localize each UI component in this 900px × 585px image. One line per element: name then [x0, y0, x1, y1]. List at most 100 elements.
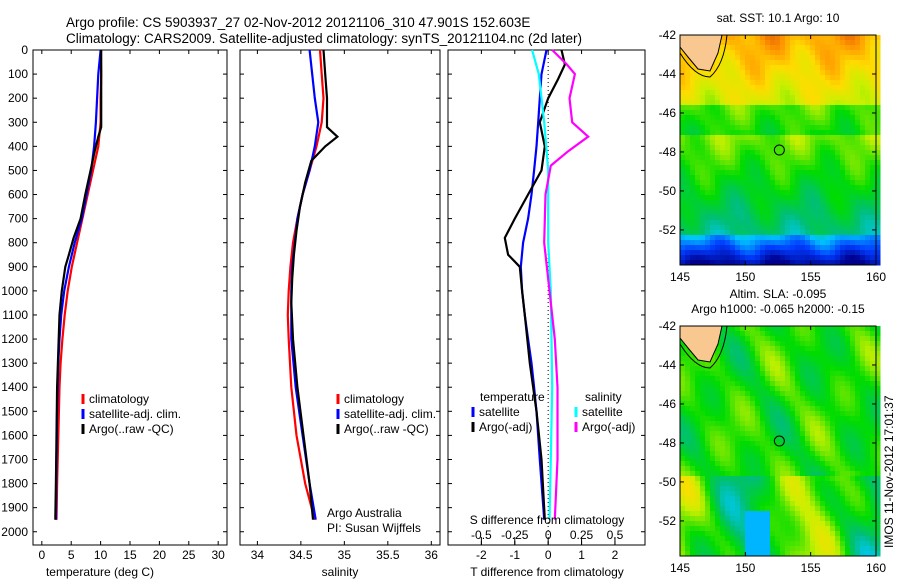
map-cell	[840, 260, 846, 266]
map-cell	[815, 456, 821, 462]
map-cell	[785, 85, 791, 91]
map-cell	[830, 170, 836, 176]
map-cell	[705, 551, 711, 557]
map-cell	[695, 260, 701, 266]
map-cell	[830, 125, 836, 131]
map-cell	[865, 541, 871, 547]
map-cell	[775, 431, 781, 437]
map-cell	[680, 396, 686, 402]
map-cell	[720, 50, 726, 56]
map-cell	[810, 255, 816, 261]
map-cell	[765, 531, 771, 537]
map-cell	[820, 551, 826, 557]
map-cell	[850, 70, 856, 76]
map-cell	[760, 205, 766, 211]
map-cell	[765, 376, 771, 382]
map-cell	[685, 160, 691, 166]
map-cell	[730, 185, 736, 191]
map-cell	[775, 511, 781, 517]
map-cell	[870, 361, 876, 367]
map-cell	[735, 75, 741, 81]
map-cell	[790, 466, 796, 472]
map-cell	[835, 35, 841, 41]
map-cell	[780, 431, 786, 437]
map-cell	[750, 476, 756, 482]
map-cell	[750, 546, 756, 552]
map-cell	[855, 185, 861, 191]
map-cell	[875, 220, 881, 226]
map-cell	[755, 145, 761, 151]
map-cell	[755, 506, 761, 512]
map-cell	[820, 95, 826, 101]
map-cell	[855, 416, 861, 422]
map-cell	[720, 431, 726, 437]
map-cell	[720, 496, 726, 502]
map-cell	[770, 95, 776, 101]
map-cell	[725, 546, 731, 552]
map-cell	[685, 351, 691, 357]
map-cell	[815, 175, 821, 181]
map-cell	[815, 55, 821, 61]
map-cell	[695, 175, 701, 181]
map-cell	[715, 185, 721, 191]
map-cell	[835, 466, 841, 472]
map-cell	[800, 250, 806, 256]
map-cell	[730, 160, 736, 166]
map-cell	[685, 391, 691, 397]
map-cell	[725, 195, 731, 201]
map-cell	[840, 446, 846, 452]
map-cell	[795, 446, 801, 452]
map-cell	[735, 446, 741, 452]
map-cell	[750, 411, 756, 417]
map-cell	[820, 225, 826, 231]
map-cell	[830, 130, 836, 136]
map-cell	[680, 521, 686, 527]
map-cell	[815, 531, 821, 537]
map-cell	[860, 255, 866, 261]
map-cell	[860, 75, 866, 81]
map-cell	[760, 45, 766, 51]
map-cell	[840, 466, 846, 472]
map-cell	[800, 341, 806, 347]
map-cell	[855, 105, 861, 111]
map-cell	[760, 90, 766, 96]
map-cell	[730, 521, 736, 527]
map-cell	[790, 100, 796, 106]
map-cell	[710, 110, 716, 116]
map-cell	[740, 110, 746, 116]
map-cell	[735, 401, 741, 407]
map-cell	[715, 165, 721, 171]
map-cell	[875, 351, 881, 357]
map-cell	[875, 140, 881, 146]
map-cell	[830, 541, 836, 547]
map-cell	[830, 391, 836, 397]
map-cell	[750, 501, 756, 507]
map-cell	[760, 406, 766, 412]
map-cell	[685, 386, 691, 392]
map-cell	[720, 331, 726, 337]
map-cell	[820, 140, 826, 146]
map-cell	[730, 371, 736, 377]
map-cell	[730, 466, 736, 472]
map-cell	[690, 396, 696, 402]
map-cell	[720, 75, 726, 81]
map-cell	[715, 501, 721, 507]
map-cell	[815, 245, 821, 251]
map-cell	[745, 451, 751, 457]
map-cell	[855, 526, 861, 532]
map-cell	[875, 75, 881, 81]
map-cell	[710, 240, 716, 246]
map-cell	[775, 225, 781, 231]
map-cell	[690, 431, 696, 437]
map-cell	[795, 506, 801, 512]
map-cell	[875, 45, 881, 51]
timestamp: IMOS 11-Nov-2012 17:01:37	[882, 395, 896, 548]
map-cell	[835, 486, 841, 492]
map-cell	[865, 336, 871, 342]
map-cell	[785, 100, 791, 106]
map-cell	[845, 476, 851, 482]
map-cell	[780, 245, 786, 251]
map-cell	[795, 180, 801, 186]
map-cell	[735, 220, 741, 226]
map-cell	[735, 215, 741, 221]
